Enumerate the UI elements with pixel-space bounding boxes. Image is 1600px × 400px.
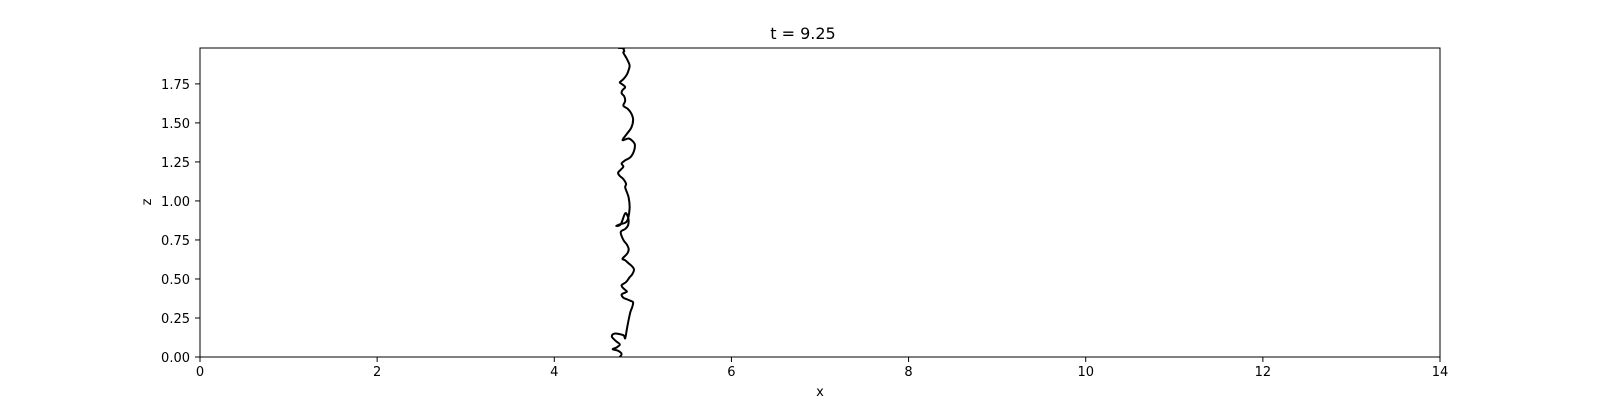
x-axis-label: x — [816, 385, 824, 400]
y-axis-label: z — [140, 198, 155, 205]
x-tick-label: 14 — [1432, 365, 1449, 380]
x-tick-label: 10 — [1077, 365, 1094, 380]
x-tick-label: 6 — [727, 365, 735, 380]
y-tick-label: 0.00 — [161, 351, 190, 366]
x-tick-label: 2 — [373, 365, 381, 380]
x-tick-label: 0 — [196, 365, 204, 380]
y-tick-label: 1.25 — [161, 156, 190, 171]
x-axis-ticks: 0 2 4 6 8 10 12 14 — [196, 357, 1448, 380]
series-line — [610, 48, 636, 357]
plot-frame — [199, 47, 1441, 358]
y-tick-label: 1.50 — [161, 117, 190, 132]
y-axis-ticks: 0.00 0.25 0.50 0.75 1.00 1.25 1.50 1.75 — [161, 78, 200, 366]
x-tick-label: 12 — [1255, 365, 1272, 380]
y-tick-label: 0.50 — [161, 273, 190, 288]
y-tick-label: 1.00 — [161, 195, 190, 210]
y-tick-label: 0.75 — [161, 234, 190, 249]
y-tick-label: 1.75 — [161, 78, 190, 93]
y-tick-label: 0.25 — [161, 312, 190, 327]
x-tick-label: 4 — [550, 365, 558, 380]
chart-title: t = 9.25 — [770, 24, 835, 43]
x-tick-label: 8 — [904, 365, 912, 380]
